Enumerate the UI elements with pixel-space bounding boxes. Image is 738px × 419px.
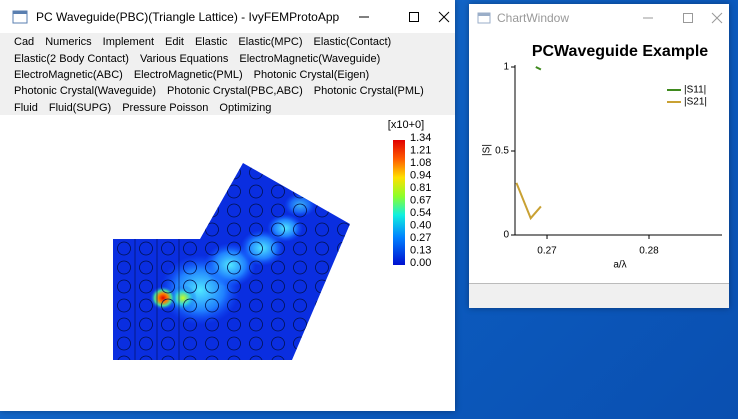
menu-item[interactable]: Optimizing (219, 101, 272, 114)
menu-item[interactable]: Fluid (14, 101, 38, 114)
menu-item[interactable]: Cad (14, 36, 35, 49)
menu-bar: Cad Numerics Implement Edit Elastic Elastic(M… (0, 33, 455, 115)
field-plot (113, 163, 350, 360)
menu-item[interactable]: Fluid(SUPG) (48, 101, 112, 114)
menu-item[interactable]: Pressure Poisson (122, 101, 209, 114)
colorbar-label: 1.21 (410, 144, 431, 156)
app-icon (12, 10, 28, 23)
status-bar (469, 283, 729, 308)
series-line (535, 66, 542, 71)
x-tick-label: 0.28 (639, 246, 659, 257)
y-tick-label: 0.5 (495, 146, 509, 157)
window-title: ChartWindow (497, 11, 570, 25)
menu-item[interactable]: Photonic Crystal(PBC,ABC) (167, 85, 303, 98)
colorbar-label: 1.34 (410, 132, 431, 144)
menu-item[interactable]: Photonic Crystal(Eigen) (253, 68, 370, 81)
x-axis-label: a/λ (613, 260, 626, 271)
y-tick-label: 1 (503, 62, 509, 73)
main-window: PC Waveguide(PBC)(Triangle Lattice) - Iv… (0, 0, 455, 360)
y-axis-label: |S| (482, 144, 493, 156)
window-controls (359, 11, 450, 23)
menu-item[interactable]: Photonic Crystal(Waveguide) (14, 85, 157, 98)
colorbar (393, 140, 405, 265)
colorbar-label: 0.54 (410, 207, 431, 219)
app-icon (477, 12, 491, 24)
menu-item[interactable]: Elastic(2 Body Contact) (14, 52, 129, 65)
menu-row: ElectroMagnetic(ABC) ElectroMagnetic(PML)… (14, 67, 455, 83)
colorbar-label: 0.27 (410, 232, 431, 244)
x-tick-label: 0.27 (537, 246, 557, 257)
colorbar-label: 0.40 (410, 219, 431, 231)
menu-item[interactable]: Various Equations (139, 52, 229, 65)
window-controls (643, 12, 723, 24)
menu-item[interactable]: Numerics (45, 36, 92, 49)
menu-row: Photonic Crystal(Waveguide) Photonic Crys… (14, 83, 455, 99)
series-line (515, 182, 542, 221)
colorbar-label: 0.00 (410, 257, 431, 269)
menu-item[interactable]: ElectroMagnetic(ABC) (14, 68, 123, 81)
colorbar-label: 1.08 (410, 157, 431, 169)
menu-item[interactable]: ElectroMagnetic(PML) (133, 68, 243, 81)
maximize-button[interactable] (683, 13, 693, 23)
y-tick-label: 0 (503, 230, 509, 241)
menu-item[interactable]: Elastic(MPC) (238, 36, 303, 49)
legend-label: |S21| (684, 97, 707, 108)
close-button[interactable] (711, 12, 723, 24)
menu-row: Fluid Fluid(SUPG) Pressure Poisson Optimizi… (14, 100, 455, 116)
menu-row: Elastic(2 Body Contact) Various Equations… (14, 50, 455, 66)
chart-title: PCWaveguide Example (532, 43, 708, 60)
menu-item[interactable]: Elastic(Contact) (313, 36, 392, 49)
menu-item[interactable]: Implement (102, 36, 154, 49)
title-bar: PC Waveguide(PBC)(Triangle Lattice) - Iv… (0, 0, 455, 33)
title-bar: ChartWindow (469, 4, 729, 32)
colorbar-label: 0.67 (410, 194, 431, 206)
maximize-button[interactable] (409, 12, 419, 22)
menu-item[interactable]: Photonic Crystal(PML) (313, 85, 424, 98)
field-view: [x10+0]1.341.211.080.940.810.670.540.400… (113, 119, 431, 360)
menu-item[interactable]: Edit (165, 36, 184, 49)
colorbar-label: 0.81 (410, 182, 431, 194)
menu-item[interactable]: ElectroMagnetic(Waveguide) (239, 52, 381, 65)
colorbar-title: [x10+0] (388, 119, 424, 131)
chart: PCWaveguide Example a/λ |S| 0 0.5 1 0.27 0.2… (482, 43, 722, 271)
close-button[interactable] (438, 11, 450, 23)
menu-row: Cad Numerics Implement Edit Elastic Elastic(M… (14, 34, 455, 50)
colorbar-label: 0.13 (410, 244, 431, 256)
chart-window: ChartWindow PCWaveguide Example a/λ |S| … (469, 4, 729, 308)
legend-label: |S11| (684, 85, 706, 96)
colorbar-label: 0.94 (410, 169, 431, 181)
menu-item[interactable]: Elastic (194, 36, 228, 49)
window-title: PC Waveguide(PBC)(Triangle Lattice) - Iv… (36, 9, 340, 24)
